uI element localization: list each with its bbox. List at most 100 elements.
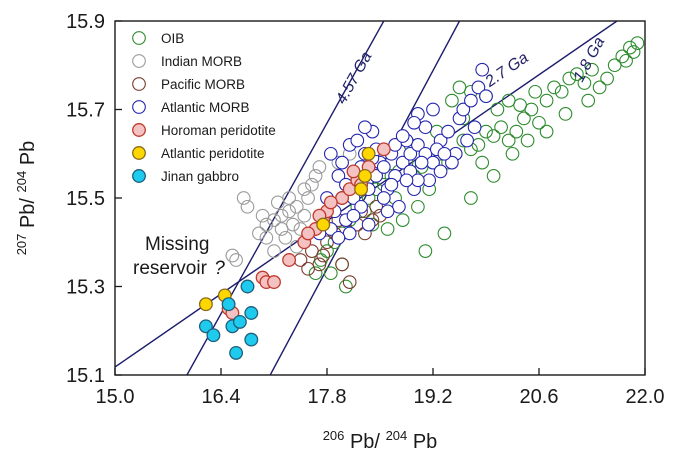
legend-label-indian-morb: Indian MORB	[161, 54, 242, 69]
isochron-line-1-8-ga	[269, 21, 461, 375]
legend-label-pacific-morb: Pacific MORB	[161, 77, 245, 92]
point-oib	[623, 40, 637, 55]
point-jinan-gabbro	[221, 297, 236, 312]
point-atlantic-morb	[403, 146, 418, 161]
y-tick-label: 15.1	[66, 365, 105, 387]
point-indian-morb	[236, 191, 251, 205]
point-atlantic-morb	[418, 120, 433, 135]
isochron-label-1-8-ga: 1.8 Ga	[571, 34, 609, 84]
point-horoman-peridotite	[323, 195, 338, 210]
point-oib	[558, 107, 573, 121]
x-tick-label: 15.0	[96, 386, 135, 408]
point-indian-morb	[278, 230, 293, 245]
point-indian-morb	[270, 195, 285, 210]
point-horoman-peridotite	[282, 253, 297, 267]
point-indian-morb	[267, 213, 281, 227]
annotation-line-1: Missing	[145, 234, 209, 255]
point-atlantic-morb	[475, 62, 490, 77]
point-atlantic-morb	[467, 120, 482, 135]
annotation-line-2: reservoir	[133, 258, 208, 279]
point-atlantic-morb	[464, 93, 478, 108]
point-atlantic-morb	[441, 124, 455, 139]
legend-label-oib: OIB	[161, 31, 184, 46]
point-oib	[600, 71, 614, 86]
point-indian-morb	[282, 204, 296, 219]
point-oib	[490, 102, 505, 117]
point-indian-morb	[274, 208, 289, 223]
point-atlantic-peridotite	[316, 217, 331, 232]
point-atlantic-morb	[399, 173, 414, 188]
point-oib	[471, 138, 486, 152]
point-atlantic-morb	[395, 155, 410, 170]
isochron-line-4-57-ga	[186, 21, 385, 375]
point-oib	[445, 93, 459, 108]
point-atlantic-morb	[323, 146, 338, 161]
legend-marker-atlantic-peridotite	[132, 146, 146, 160]
y-axis-ticks: 15.1 15.3 15.5 15.7 15.9	[66, 11, 122, 387]
x-axis-ticks: 15.0 16.4 17.8 19.2 20.6 22.0	[96, 368, 665, 408]
point-horoman-peridotite	[376, 142, 391, 157]
x-tick-label: 16.4	[202, 386, 241, 408]
point-oib	[452, 80, 467, 95]
point-atlantic-morb	[456, 102, 471, 117]
point-atlantic-morb	[361, 217, 376, 232]
point-atlantic-morb	[460, 133, 474, 148]
x-tick-label: 22.0	[626, 386, 665, 408]
point-oib	[380, 222, 395, 236]
point-indian-morb	[267, 244, 281, 258]
point-atlantic-morb	[331, 169, 346, 183]
point-atlantic-morb	[350, 133, 365, 148]
point-atlantic-morb	[395, 129, 410, 143]
point-atlantic-morb	[433, 164, 448, 179]
point-jinan-gabbro	[244, 332, 259, 347]
series-jinan-gabbro	[198, 279, 259, 360]
legend-marker-jinan-gabbro	[132, 169, 146, 183]
point-oib	[486, 129, 501, 143]
point-oib	[520, 133, 535, 148]
annotation: Missing reservoir ?	[133, 234, 225, 279]
point-atlantic-morb	[342, 226, 357, 241]
point-atlantic-peridotite	[198, 297, 213, 312]
point-oib	[418, 244, 433, 258]
series-atlantic-peridotite	[198, 146, 376, 312]
legend-marker-atlantic-morb	[132, 100, 146, 114]
point-atlantic-morb	[437, 146, 452, 161]
x-axis-title-sup-1: 206	[323, 428, 345, 443]
point-atlantic-morb	[354, 199, 368, 214]
point-indian-morb	[308, 169, 323, 183]
x-axis-title: 206 Pb/ 204 Pb	[323, 423, 438, 453]
legend-marker-indian-morb	[132, 54, 146, 68]
isochron-label-4-57-ga: 4.57 Ga	[333, 49, 376, 107]
x-tick-label: 20.6	[520, 386, 559, 408]
y-axis-title-sup-3: 204	[14, 171, 29, 193]
point-atlantic-morb	[414, 155, 429, 170]
point-oib	[585, 62, 599, 77]
data-points	[198, 36, 645, 360]
point-oib	[619, 53, 633, 68]
point-horoman-peridotite	[301, 226, 316, 241]
point-oib	[592, 80, 607, 95]
point-oib	[486, 169, 501, 183]
point-atlantic-morb	[471, 80, 486, 95]
point-oib	[539, 124, 554, 139]
point-atlantic-morb	[479, 89, 493, 104]
x-axis-title-sup-3: 204	[386, 428, 408, 443]
x-axis-title-part-2: Pb/	[350, 431, 380, 453]
point-oib	[395, 213, 410, 227]
point-atlantic-morb	[346, 208, 361, 223]
y-axis-title: 207 Pb/ 204 Pb	[9, 141, 39, 256]
point-oib	[630, 36, 645, 50]
point-atlantic-peridotite	[357, 168, 372, 183]
point-oib	[539, 93, 554, 108]
point-oib	[532, 115, 546, 130]
point-horoman-peridotite	[267, 275, 281, 290]
point-oib	[501, 133, 516, 148]
x-axis-title-part-4: Pb	[413, 431, 437, 453]
point-oib	[528, 84, 543, 99]
point-oib	[505, 146, 520, 161]
point-oib	[577, 76, 592, 90]
point-indian-morb	[252, 226, 266, 241]
point-atlantic-peridotite	[361, 146, 376, 161]
y-axis-title-part-4: Pb	[17, 141, 39, 165]
point-atlantic-morb	[358, 120, 372, 135]
